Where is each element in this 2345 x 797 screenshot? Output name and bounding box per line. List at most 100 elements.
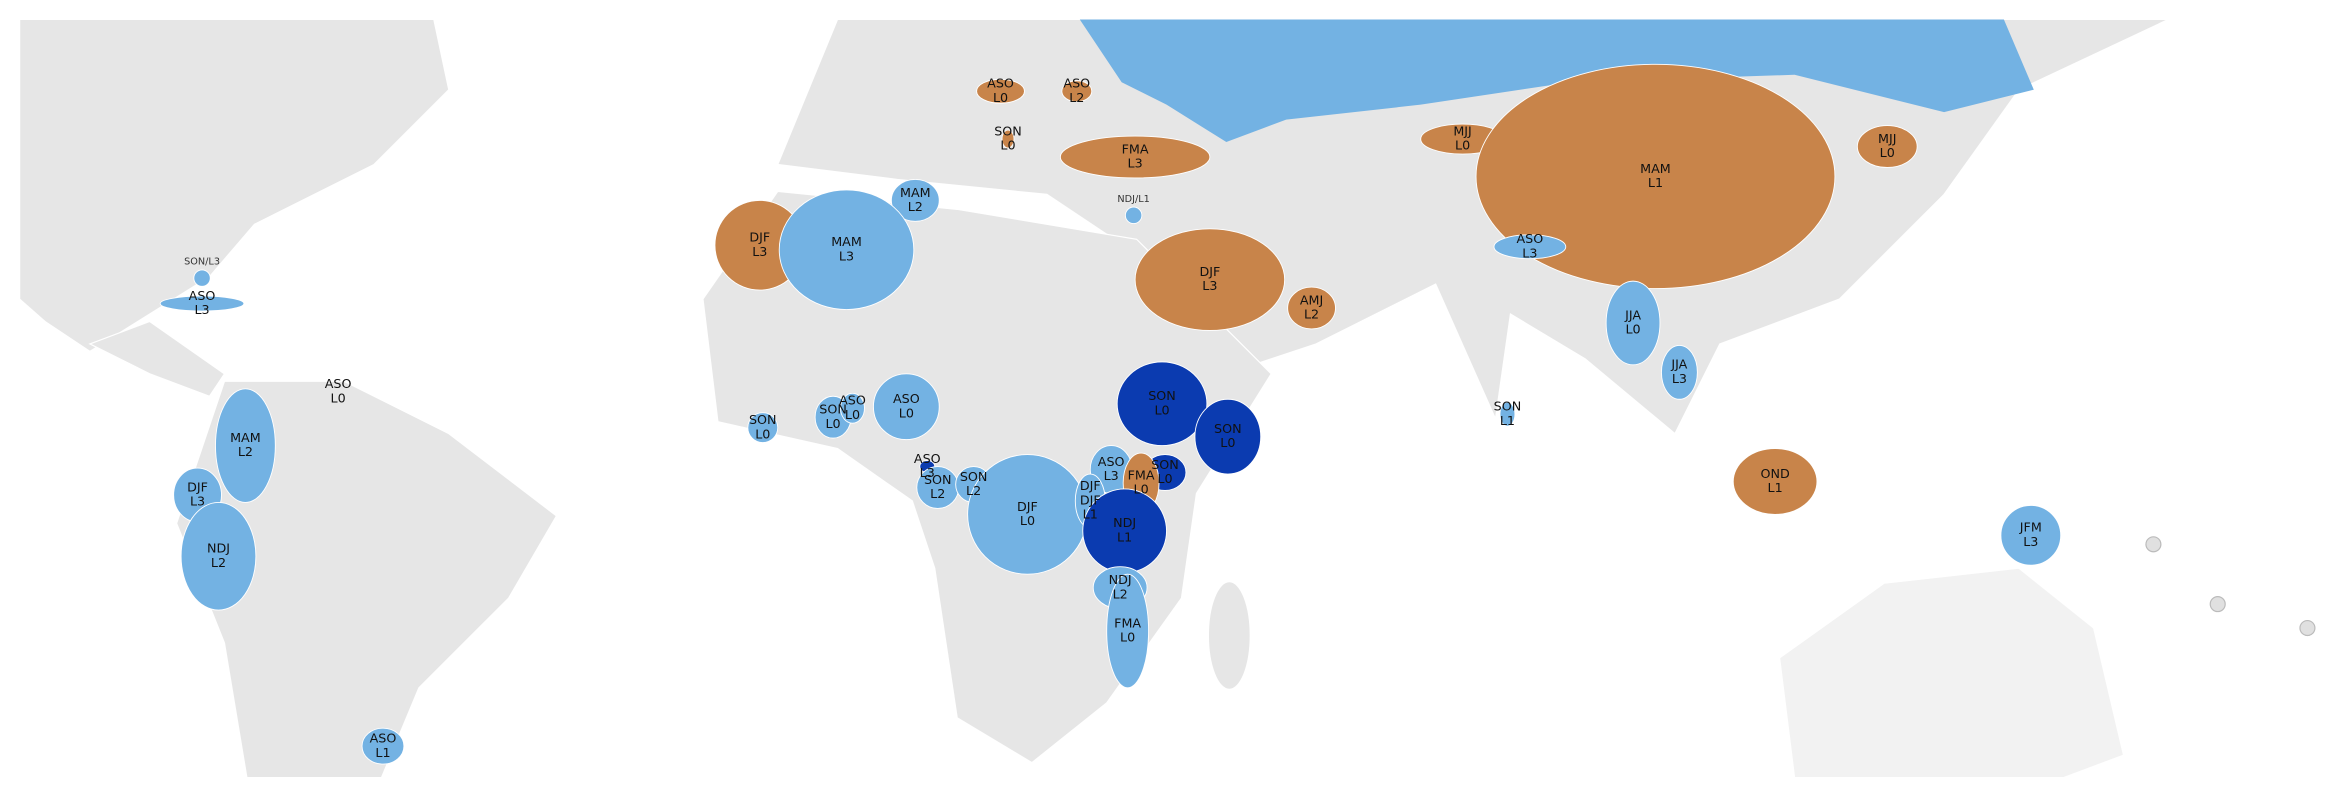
region-label: JJA bbox=[1624, 307, 1641, 322]
region bbox=[180, 501, 257, 611]
region-label: ASO bbox=[1516, 231, 1543, 246]
region-label: L1 bbox=[1500, 413, 1515, 428]
region-label: ASO bbox=[325, 376, 352, 391]
region-label: AMJ bbox=[1300, 292, 1323, 307]
region bbox=[1194, 398, 1262, 475]
region-label: JJA bbox=[1670, 357, 1687, 372]
madagascar bbox=[1207, 581, 1251, 690]
russia bbox=[1079, 19, 2034, 143]
region-label: L3 bbox=[1522, 245, 1537, 260]
region-label: ASO bbox=[370, 731, 397, 746]
region-label: NDJ bbox=[1109, 572, 1132, 587]
region-label: L0 bbox=[1000, 138, 1015, 153]
region-label: L3 bbox=[1104, 468, 1119, 483]
region-label: L3 bbox=[194, 302, 209, 317]
region-label: L1 bbox=[1117, 529, 1132, 544]
region-label: L3 bbox=[920, 465, 935, 480]
island bbox=[2209, 596, 2226, 613]
region bbox=[890, 178, 940, 222]
point-label: NDJ/L1 bbox=[1117, 194, 1149, 205]
region-label: MJJ bbox=[1878, 131, 1896, 146]
region-label: L0 bbox=[1120, 630, 1135, 645]
central-america bbox=[88, 320, 226, 397]
region bbox=[1661, 344, 1698, 400]
region-label: JFM bbox=[2019, 520, 2042, 535]
region bbox=[1116, 361, 1208, 447]
region-label: L0 bbox=[1134, 482, 1149, 497]
region-label: ASO bbox=[914, 451, 941, 466]
region-label: L0 bbox=[331, 390, 346, 405]
region bbox=[872, 373, 940, 441]
region-label: ASO bbox=[987, 76, 1014, 91]
region-label: L0 bbox=[1154, 402, 1169, 417]
regions bbox=[159, 63, 2062, 765]
region-label: SON bbox=[924, 472, 952, 487]
region-label: L2 bbox=[211, 555, 226, 570]
region-label: L2 bbox=[238, 444, 253, 459]
region bbox=[1499, 401, 1516, 427]
region-label: DJF bbox=[1080, 478, 1101, 493]
region bbox=[747, 412, 779, 444]
region-label: L3 bbox=[1128, 156, 1143, 171]
region-label: NDJ bbox=[207, 541, 230, 556]
region-label: NDJ bbox=[1113, 515, 1136, 530]
point-marker bbox=[193, 269, 211, 287]
region-label: L2 bbox=[966, 483, 981, 498]
region-label: L2 bbox=[930, 486, 945, 501]
region-label: OND bbox=[1760, 466, 1790, 481]
region-label: L0 bbox=[1455, 138, 1470, 153]
region-label: DJF bbox=[1017, 499, 1038, 514]
region-label: L3 bbox=[2023, 534, 2038, 549]
region-label: L0 bbox=[1625, 322, 1640, 337]
region-label: ASO bbox=[189, 288, 216, 303]
region-label: ASO bbox=[1098, 454, 1125, 469]
region-label: L2 bbox=[908, 199, 923, 214]
region-label: DJF bbox=[1080, 492, 1101, 507]
region-label: SON bbox=[749, 412, 777, 427]
region bbox=[215, 388, 276, 503]
region-label: MJJ bbox=[1453, 123, 1471, 138]
region-label: L3 bbox=[190, 494, 205, 509]
region bbox=[1059, 135, 1211, 179]
region-label: L1 bbox=[1648, 175, 1663, 190]
region-label: FMA bbox=[1128, 467, 1155, 482]
region bbox=[976, 78, 1025, 104]
island bbox=[2299, 619, 2316, 637]
region bbox=[1134, 228, 1286, 331]
region-label: L0 bbox=[1020, 513, 1035, 528]
region-label: L2 bbox=[1113, 586, 1128, 601]
region-label: SON bbox=[994, 123, 1022, 138]
region-label: L0 bbox=[993, 90, 1008, 105]
region-label: ASO bbox=[839, 393, 866, 408]
region-label: L3 bbox=[1202, 278, 1217, 293]
region-label: DJF bbox=[749, 230, 770, 245]
region-label: FMA bbox=[1122, 141, 1149, 156]
region-label: DJF bbox=[1199, 264, 1220, 279]
region-label: SON bbox=[1151, 457, 1179, 472]
region bbox=[1106, 573, 1150, 689]
region-label: SON bbox=[1494, 399, 1522, 414]
region bbox=[1061, 80, 1093, 103]
region-label: L3 bbox=[1672, 371, 1687, 386]
eurasia bbox=[776, 18, 2169, 435]
region-label: L0 bbox=[1220, 435, 1235, 450]
region-label: SON bbox=[819, 402, 847, 417]
region-label: MAM bbox=[900, 185, 931, 200]
region-label: L1 bbox=[1768, 480, 1783, 495]
region-label: L1 bbox=[375, 745, 390, 760]
region bbox=[2000, 504, 2062, 566]
region-label: L3 bbox=[752, 244, 767, 259]
region bbox=[1605, 280, 1661, 366]
region-label: L0 bbox=[899, 405, 914, 420]
region-label: L0 bbox=[755, 426, 770, 441]
australia bbox=[1778, 567, 2125, 779]
region bbox=[361, 727, 405, 765]
region bbox=[840, 392, 865, 424]
region-label: SON bbox=[1148, 388, 1176, 403]
region-label: L0 bbox=[845, 407, 860, 422]
region bbox=[1493, 234, 1567, 260]
region-label: L3 bbox=[839, 248, 854, 263]
region-label: L0 bbox=[825, 416, 840, 431]
